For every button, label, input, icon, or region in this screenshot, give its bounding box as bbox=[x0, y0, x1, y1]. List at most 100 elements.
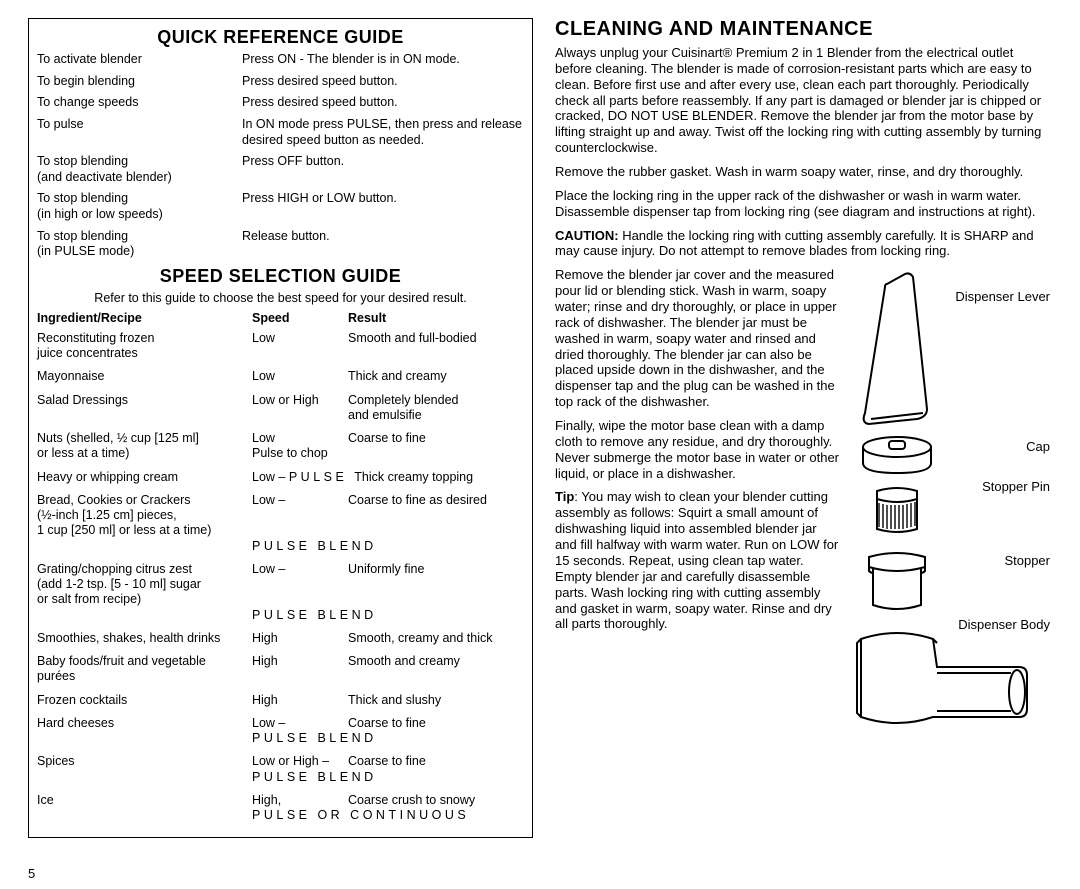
cleaning-wrap-block: Dispenser Lever Cap Stopper Pin Stopper … bbox=[555, 267, 1052, 632]
speed-row: Heavy or whipping creamLow – PULSE Thick… bbox=[37, 470, 524, 485]
speed-row: SpicesLow or High –Coarse to fine bbox=[37, 754, 524, 769]
label-stopper-pin: Stopper Pin bbox=[982, 479, 1050, 494]
quick-ref-row: To activate blenderPress ON - The blende… bbox=[37, 52, 524, 68]
cleaning-p3: Place the locking ring in the upper rack… bbox=[555, 188, 1052, 220]
quick-ref-row: To stop blending(and deactivate blender)… bbox=[37, 154, 524, 185]
speed-ingredient: Baby foods/fruit and vegetablepurées bbox=[37, 654, 252, 685]
speed-result: Coarse to fine as desired bbox=[348, 493, 524, 539]
speed-ingredient: Heavy or whipping cream bbox=[37, 470, 252, 485]
speed-speed: Low bbox=[252, 331, 348, 362]
header-result: Result bbox=[348, 311, 524, 325]
qr-action: To activate blender bbox=[37, 52, 242, 68]
speed-result: Thick and creamy bbox=[348, 369, 524, 384]
speed-speed: High bbox=[252, 693, 348, 708]
speed-ingredient: Frozen cocktails bbox=[37, 693, 252, 708]
qr-instruction: Press desired speed button. bbox=[242, 74, 524, 90]
qr-instruction: Press desired speed button. bbox=[242, 95, 524, 111]
dispenser-diagram: Dispenser Lever Cap Stopper Pin Stopper … bbox=[847, 269, 1052, 741]
speed-result: Smooth and creamy bbox=[348, 654, 524, 685]
speed-speed: High, bbox=[252, 793, 348, 808]
speed-row: Hard cheesesLow –Coarse to fine bbox=[37, 716, 524, 731]
page-number: 5 bbox=[28, 866, 35, 881]
qr-instruction: Press HIGH or LOW button. bbox=[242, 191, 524, 222]
label-dispenser-lever: Dispenser Lever bbox=[955, 289, 1050, 304]
qr-action: To change speeds bbox=[37, 95, 242, 111]
speed-row: Nuts (shelled, ½ cup [125 ml]or less at … bbox=[37, 431, 524, 462]
speed-ingredient: Nuts (shelled, ½ cup [125 ml]or less at … bbox=[37, 431, 252, 462]
speed-result: Coarse to fine bbox=[348, 754, 524, 769]
qr-instruction: In ON mode press PULSE, then press and r… bbox=[242, 117, 524, 148]
speed-row: Bread, Cookies or Crackers(½-inch [1.25 … bbox=[37, 493, 524, 539]
left-column: QUICK REFERENCE GUIDE To activate blende… bbox=[28, 18, 533, 838]
label-dispenser-body: Dispenser Body bbox=[958, 617, 1050, 632]
cleaning-p2: Remove the rubber gasket. Wash in warm s… bbox=[555, 164, 1052, 180]
quick-ref-title: QUICK REFERENCE GUIDE bbox=[37, 27, 524, 48]
speed-guide-body: Reconstituting frozenjuice concentratesL… bbox=[37, 331, 524, 824]
speed-speed: High bbox=[252, 654, 348, 685]
speed-result: Thick and slushy bbox=[348, 693, 524, 708]
cleaning-p1: Always unplug your Cuisinart® Premium 2 … bbox=[555, 45, 1052, 156]
speed-row: Grating/chopping citrus zest(add 1-2 tsp… bbox=[37, 562, 524, 608]
speed-row: Smoothies, shakes, health drinksHighSmoo… bbox=[37, 631, 524, 646]
qr-action: To pulse bbox=[37, 117, 242, 148]
speed-result: Coarse crush to snowy bbox=[348, 793, 524, 808]
header-speed: Speed bbox=[252, 311, 348, 325]
header-ingredient: Ingredient/Recipe bbox=[37, 311, 252, 325]
speed-ingredient: Smoothies, shakes, health drinks bbox=[37, 631, 252, 646]
label-stopper: Stopper bbox=[1004, 553, 1050, 568]
speed-speed: High bbox=[252, 631, 348, 646]
speed-ingredient: Ice bbox=[37, 793, 252, 808]
qr-instruction: Press ON - The blender is in ON mode. bbox=[242, 52, 524, 68]
speed-ingredient: Salad Dressings bbox=[37, 393, 252, 424]
speed-pulse-line: PULSE BLEND bbox=[37, 539, 524, 554]
quick-ref-row: To begin blendingPress desired speed but… bbox=[37, 74, 524, 90]
speed-pulse-line: PULSE BLEND bbox=[37, 608, 524, 623]
speed-speed: Low bbox=[252, 369, 348, 384]
speed-result: Smooth, creamy and thick bbox=[348, 631, 524, 646]
speed-result: Coarse to fine bbox=[348, 716, 524, 731]
speed-ingredient: Spices bbox=[37, 754, 252, 769]
tip-text: : You may wish to clean your blender cut… bbox=[555, 489, 838, 631]
speed-ingredient: Bread, Cookies or Crackers(½-inch [1.25 … bbox=[37, 493, 252, 539]
label-cap: Cap bbox=[1026, 439, 1050, 454]
speed-ingredient: Grating/chopping citrus zest(add 1-2 tsp… bbox=[37, 562, 252, 608]
speed-speed: Low or High – bbox=[252, 754, 348, 769]
speed-result: Smooth and full-bodied bbox=[348, 331, 524, 362]
speed-speed: LowPulse to chop bbox=[252, 431, 348, 462]
speed-result: Coarse to fine bbox=[348, 431, 524, 462]
speed-speed-result: Low – PULSE Thick creamy topping bbox=[252, 470, 524, 485]
quick-ref-row: To change speedsPress desired speed butt… bbox=[37, 95, 524, 111]
cleaning-title: CLEANING AND MAINTENANCE bbox=[555, 18, 1052, 41]
qr-action: To stop blending(in PULSE mode) bbox=[37, 229, 242, 260]
speed-guide-title: SPEED SELECTION GUIDE bbox=[37, 266, 524, 287]
cleaning-p4: CAUTION: Handle the locking ring with cu… bbox=[555, 228, 1052, 260]
speed-speed: Low or High bbox=[252, 393, 348, 424]
speed-guide-header: Ingredient/Recipe Speed Result bbox=[37, 311, 524, 325]
tip-label: Tip bbox=[555, 489, 574, 504]
quick-ref-row: To pulseIn ON mode press PULSE, then pre… bbox=[37, 117, 524, 148]
speed-result: Completely blendedand emulsifie bbox=[348, 393, 524, 424]
speed-row: Frozen cocktailsHighThick and slushy bbox=[37, 693, 524, 708]
quick-ref-row: To stop blending(in PULSE mode)Release b… bbox=[37, 229, 524, 260]
speed-result: Uniformly fine bbox=[348, 562, 524, 608]
caution-text: Handle the locking ring with cutting ass… bbox=[555, 228, 1034, 259]
qr-instruction: Press OFF button. bbox=[242, 154, 524, 185]
right-column: CLEANING AND MAINTENANCE Always unplug y… bbox=[555, 18, 1052, 838]
speed-row: Salad DressingsLow or HighCompletely ble… bbox=[37, 393, 524, 424]
speed-row: Baby foods/fruit and vegetablepuréesHigh… bbox=[37, 654, 524, 685]
speed-row: Reconstituting frozenjuice concentratesL… bbox=[37, 331, 524, 362]
speed-pulse-line: PULSE OR CONTINUOUS bbox=[37, 808, 524, 823]
qr-instruction: Release button. bbox=[242, 229, 524, 260]
speed-pulse-line: PULSE BLEND bbox=[37, 770, 524, 785]
speed-guide-subtitle: Refer to this guide to choose the best s… bbox=[37, 291, 524, 305]
speed-ingredient: Mayonnaise bbox=[37, 369, 252, 384]
speed-row: MayonnaiseLowThick and creamy bbox=[37, 369, 524, 384]
speed-ingredient: Reconstituting frozenjuice concentrates bbox=[37, 331, 252, 362]
qr-action: To stop blending(and deactivate blender) bbox=[37, 154, 242, 185]
speed-pulse-line: PULSE BLEND bbox=[37, 731, 524, 746]
qr-action: To stop blending(in high or low speeds) bbox=[37, 191, 242, 222]
caution-label: CAUTION: bbox=[555, 228, 619, 243]
quick-ref-row: To stop blending(in high or low speeds)P… bbox=[37, 191, 524, 222]
speed-speed: Low – bbox=[252, 493, 348, 539]
speed-speed: Low – bbox=[252, 562, 348, 608]
